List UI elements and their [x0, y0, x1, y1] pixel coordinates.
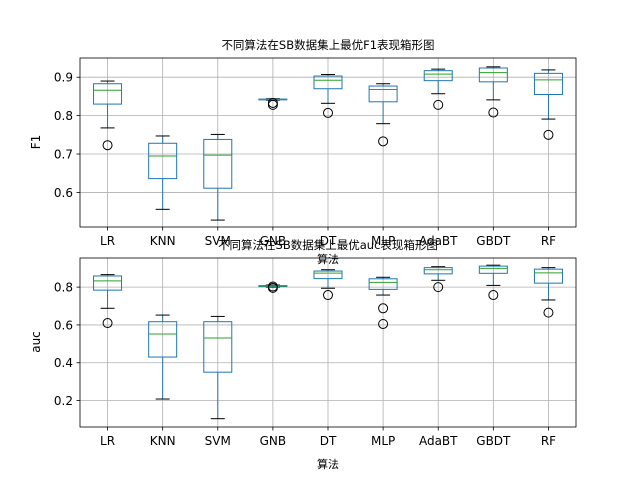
auc-boxes — [93, 264, 563, 420]
f1-iqr-box — [93, 83, 123, 105]
f1-box-knn — [148, 135, 178, 210]
f1-box-dt — [313, 74, 343, 118]
f1-box-adabt — [423, 68, 453, 110]
auc-box-gbdt — [478, 264, 508, 301]
f1-x-tick-label-svm: SVM — [205, 234, 231, 248]
auc-x-tick-label-adabt: AdaBT — [419, 434, 458, 448]
f1-chart-title: 不同算法在SB数据集上最优F1表现箱形图 — [221, 38, 434, 52]
f1-iqr-box — [368, 85, 398, 103]
auc-y-ticks: 0.2 0.4 0.6 0.8 — [54, 281, 80, 408]
f1-iqr-box — [203, 138, 233, 189]
auc-y-tick-label: 0.4 — [54, 356, 73, 370]
f1-outlier-point — [267, 99, 278, 110]
f1-y-tick-label: 0.9 — [54, 71, 73, 85]
f1-iqr-box — [533, 72, 563, 95]
f1-iqr-box — [423, 70, 453, 82]
f1-y-axis-label: F1 — [29, 135, 43, 150]
f1-outlier-point — [488, 107, 499, 118]
auc-chart-title: 不同算法在SB数据集上最优auc表现箱形图 — [218, 238, 438, 252]
f1-outlier-point — [102, 140, 113, 151]
auc-boxplot-panel: LR KNN SVM GNB DT MLP AdaBT GBDT RF 0.2 0.4 0.6 0.8… — [29, 238, 577, 471]
auc-x-tick-label-dt: DT — [320, 434, 337, 448]
f1-box-svm — [203, 133, 233, 221]
auc-box-lr — [93, 274, 123, 329]
auc-box-rf — [533, 267, 563, 318]
auc-x-tick-label-svm: SVM — [205, 434, 231, 448]
f1-iqr-box — [313, 75, 343, 90]
auc-outlier-point — [378, 303, 389, 314]
auc-box-knn — [148, 314, 178, 400]
auc-iqr-box — [533, 268, 563, 284]
auc-outlier-point — [323, 290, 333, 301]
f1-box-gnb — [258, 97, 288, 110]
auc-outlier-point — [433, 282, 444, 293]
auc-box-dt — [313, 269, 343, 301]
auc-iqr-box — [313, 270, 343, 280]
f1-box-lr — [93, 80, 123, 151]
f1-box-gbdt — [478, 66, 508, 118]
auc-x-tick-label-rf: RF — [541, 434, 556, 448]
f1-y-tick-label: 0.7 — [54, 148, 73, 162]
f1-x-tick-label-gnb: GNB — [260, 234, 287, 248]
auc-box-adabt — [423, 266, 453, 293]
auc-y-tick-label: 0.2 — [54, 394, 73, 408]
f1-x-tick-label-mlp: MLP — [371, 234, 395, 248]
f1-x-tick-label-rf: RF — [541, 234, 556, 248]
auc-outlier-point — [378, 318, 389, 329]
f1-x-tick-label-dt: DT — [320, 234, 337, 248]
auc-y-axis-label: auc — [29, 331, 43, 353]
auc-x-axis-label: 算法 — [317, 457, 339, 471]
auc-iqr-box — [93, 275, 123, 291]
f1-x-ticks: LR KNN SVM GNB DT MLP AdaBT GBDT RF — [100, 227, 556, 248]
auc-box-mlp — [368, 276, 398, 329]
f1-x-tick-label-lr: LR — [100, 234, 115, 248]
f1-outlier-point — [378, 136, 389, 147]
auc-outlier-point — [267, 282, 278, 293]
auc-y-tick-label: 0.6 — [54, 318, 73, 332]
auc-box-svm — [203, 315, 233, 420]
f1-boxplot-panel: LR KNN SVM GNB DT MLP AdaBT GBDT RF 0.6 0.7 0.8 0.9… — [29, 38, 577, 266]
f1-y-tick-label: 0.8 — [54, 109, 73, 123]
auc-iqr-box — [478, 265, 508, 274]
f1-x-tick-label-gbdt: GBDT — [476, 234, 511, 248]
f1-box-mlp — [368, 83, 398, 147]
auc-x-tick-label-gnb: GNB — [260, 434, 287, 448]
auc-outlier-point — [543, 307, 554, 318]
auc-outlier-point — [488, 290, 499, 301]
f1-box-rf — [533, 69, 563, 140]
f1-outlier-point — [433, 99, 444, 110]
f1-y-ticks: 0.6 0.7 0.8 0.9 — [54, 71, 80, 200]
auc-iqr-box — [148, 321, 178, 358]
auc-y-tick-label: 0.8 — [54, 281, 73, 295]
auc-x-tick-label-gbdt: GBDT — [476, 434, 511, 448]
f1-y-tick-label: 0.6 — [54, 186, 73, 200]
f1-iqr-box — [148, 142, 178, 180]
auc-outlier-point — [102, 318, 113, 329]
auc-iqr-box — [368, 278, 398, 290]
f1-iqr-box — [478, 67, 508, 83]
auc-box-gnb — [258, 281, 288, 293]
f1-outlier-point — [543, 129, 554, 140]
f1-x-tick-label-adabt: AdaBT — [419, 234, 458, 248]
f1-outlier-point — [323, 107, 333, 118]
auc-x-tick-label-lr: LR — [100, 434, 115, 448]
auc-x-ticks: LR KNN SVM GNB DT MLP AdaBT GBDT RF — [100, 427, 556, 448]
auc-iqr-box — [423, 267, 453, 275]
f1-grid — [80, 58, 576, 227]
f1-boxes — [93, 66, 563, 221]
auc-x-tick-label-mlp: MLP — [371, 434, 395, 448]
auc-x-tick-label-knn: KNN — [150, 434, 176, 448]
auc-iqr-box — [203, 321, 233, 373]
f1-x-tick-label-knn: KNN — [150, 234, 176, 248]
